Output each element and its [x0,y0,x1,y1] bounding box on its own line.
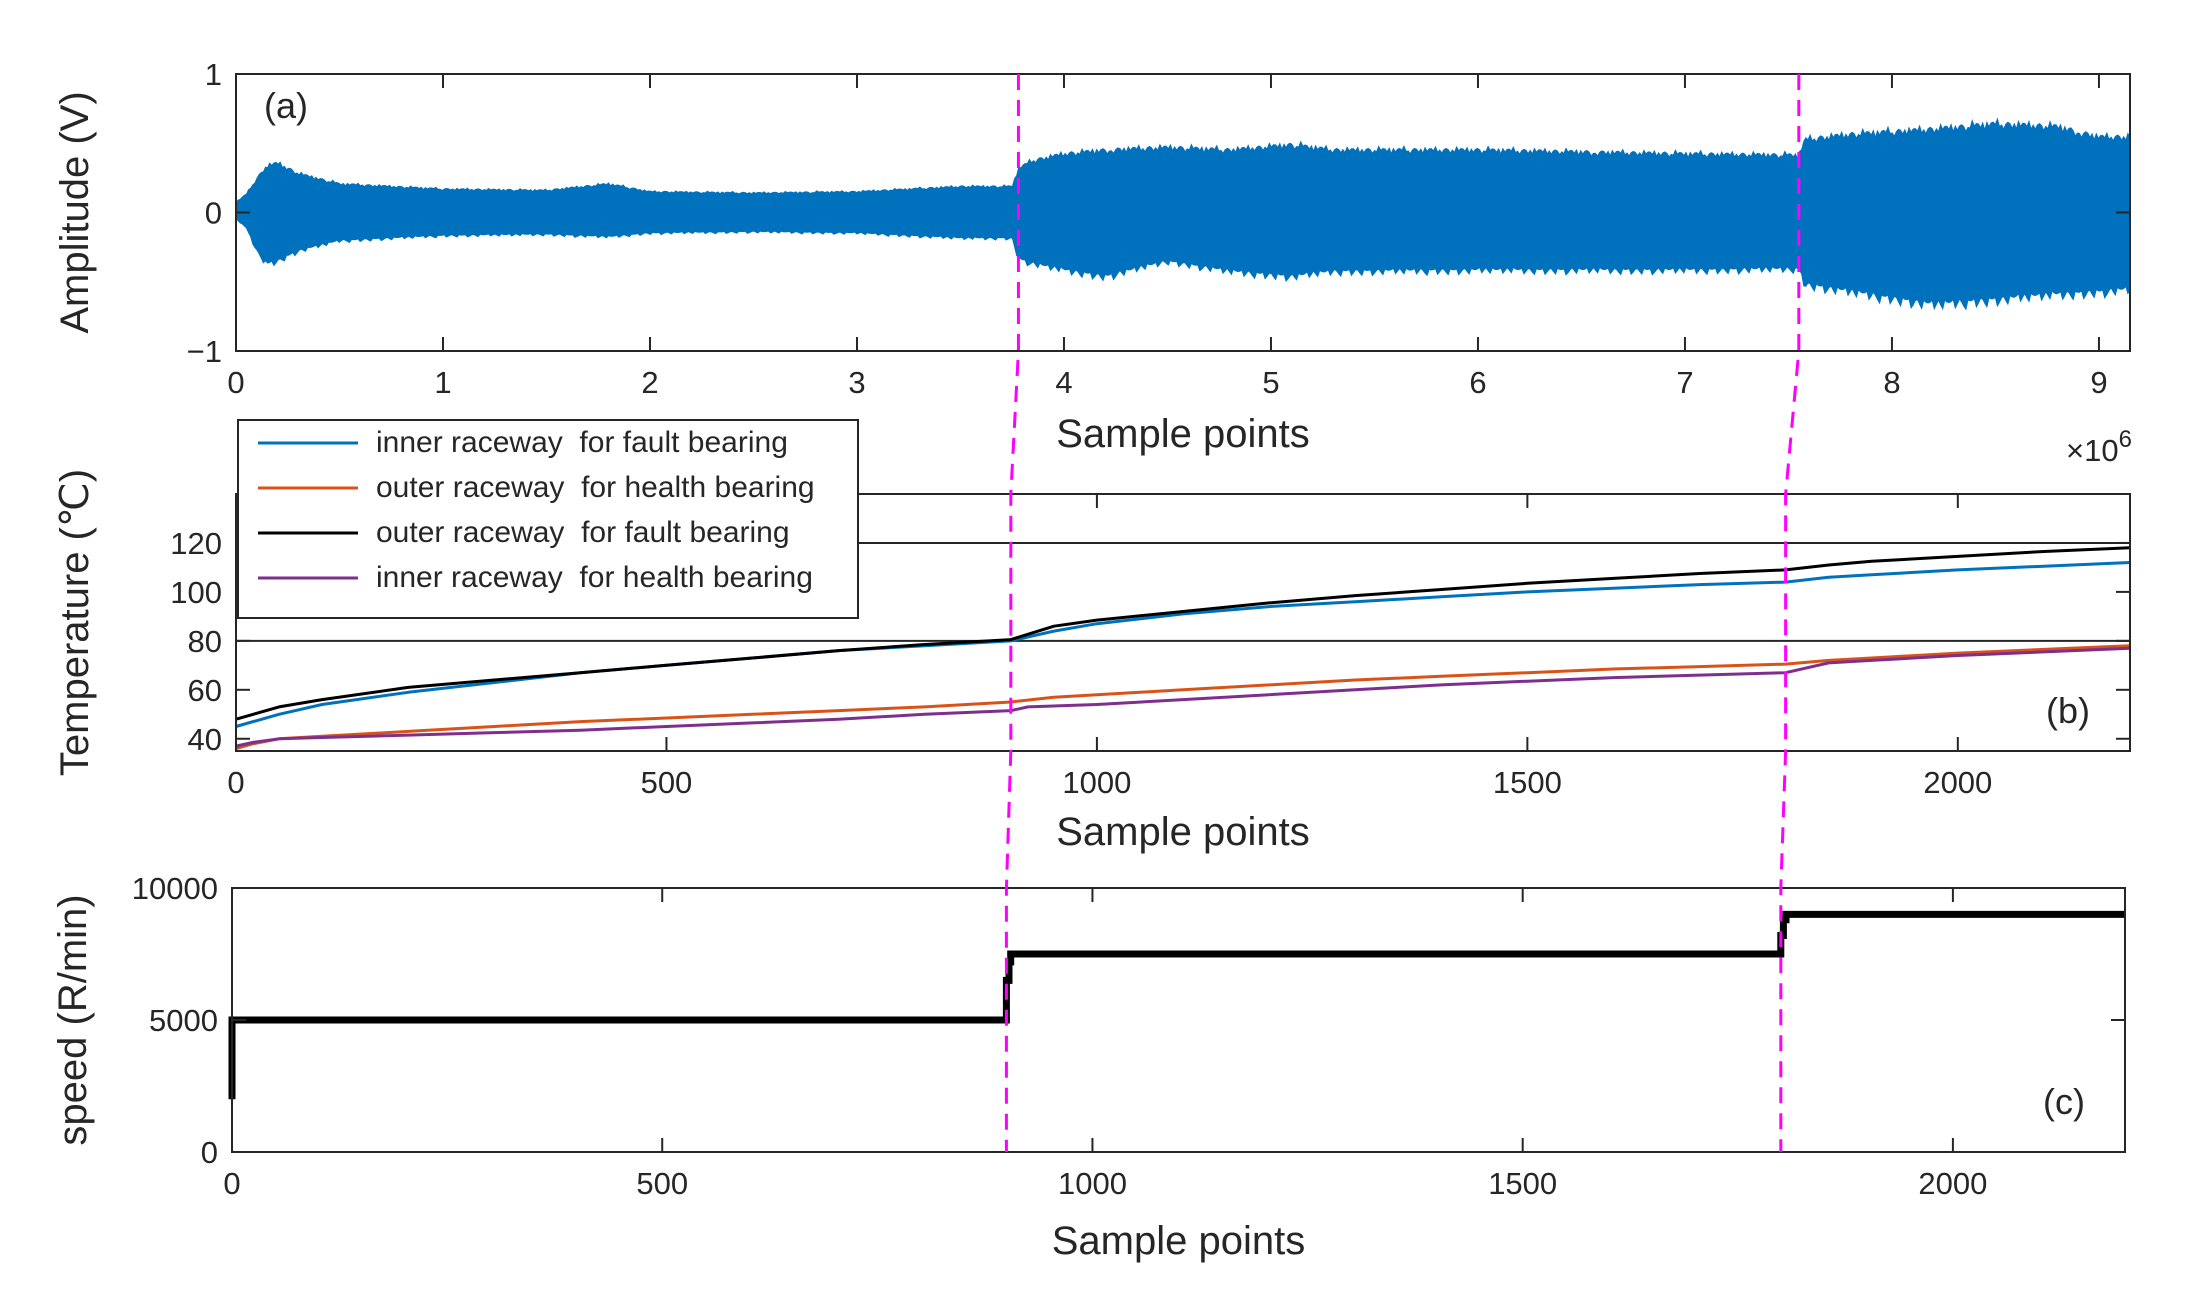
panel-b-y-axis-label: Temperature (℃) [53,469,97,776]
a-ytick-label: 1 [205,57,222,92]
a-xtick-label: 6 [1469,365,1486,400]
panel-a-y-axis-label: Amplitude (V) [53,91,97,333]
b-xtick-label: 500 [641,765,693,800]
speed-series [228,910,2125,1100]
panel-a-x-exponent-power: 6 [2119,426,2132,453]
a-xtick-label: 5 [1262,365,1279,400]
b-ytick-label: 60 [188,673,222,708]
panel-c-x-axis-label: Sample points [1052,1219,1305,1263]
a-xtick-label: 0 [227,365,244,400]
c-ytick-label: 0 [201,1135,218,1170]
c-xtick-label: 0 [223,1166,240,1201]
a-xtick-label: 2 [641,365,658,400]
c-xtick-label: 1500 [1488,1166,1557,1201]
legend-box [237,419,859,619]
c-ytick-label: 10000 [132,871,218,906]
b-xtick-label: 0 [227,765,244,800]
c-xtick-label: 500 [636,1166,688,1201]
stage-marker-1 [1004,74,1020,1152]
a-ytick-label: 0 [205,196,222,231]
panel-a-vibration: 0 1 2 3 4 5 6 7 8 9−101 (a) Sample points Amplitu… [53,57,2132,468]
legend-entry: outer raceway for fault bearing [376,516,790,549]
b-ytick-label: 40 [188,722,222,757]
panel-c-y-axis-label: speed (R/min) [51,894,95,1145]
temperature-series-3 [235,546,2131,721]
legend-entry: inner raceway for fault bearing [376,426,788,459]
a-xtick-label: 8 [1883,365,1900,400]
panel-b-tag: (b) [2046,690,2090,731]
b-ytick-label: 120 [170,526,222,561]
c-ytick-label: 5000 [149,1003,218,1038]
panel-b-frame [235,493,2131,752]
panel-c-plot-area [228,910,2125,1100]
panel-b-ticks: 0 500 1000 1500 2000 40 60 80 100 120 [170,494,2130,800]
legend-entry: outer raceway for health bearing [376,471,815,504]
a-xtick-label: 7 [1676,365,1693,400]
b-xtick-label: 1500 [1493,765,1562,800]
panel-a-x-axis-label: Sample points [1056,412,1309,456]
b-ytick-label: 100 [170,575,222,610]
panel-b-temperature: 0 500 1000 1500 2000 40 60 80 100 120 (b) Sample … [53,419,2131,854]
b-ytick-label: 80 [188,624,222,659]
panel-b-x-axis-label: Sample points [1056,810,1309,854]
b-xtick-label: 1000 [1062,765,1131,800]
c-xtick-label: 2000 [1918,1166,1987,1201]
legend-entry: inner raceway for health bearing [376,561,813,594]
panel-a-x-exponent-base: ×10 [2066,433,2119,468]
panel-c-speed: 0 500 1000 1500 2000 0 5000 10000 (c) Sample po… [51,871,2126,1263]
a-ytick-label: −1 [187,334,222,369]
temperature-series-2 [235,644,2131,751]
a-xtick-label: 9 [2090,365,2107,400]
panel-a-x-exponent: ×106 [2066,426,2132,468]
temperature-series-4 [235,646,2131,748]
a-xtick-label: 3 [848,365,865,400]
a-xtick-label: 1 [434,365,451,400]
c-xtick-label: 1000 [1058,1166,1127,1201]
temperature-series-1 [235,561,2131,728]
stage-change-markers [1004,74,1801,1152]
a-xtick-label: 4 [1055,365,1072,400]
panel-a-ticks: 0 1 2 3 4 5 6 7 8 9−101 [187,57,2130,400]
panel-a-tag: (a) [264,85,308,126]
panel-b-legend: inner raceway for fault bearing outer rac… [237,419,859,619]
stage-marker-2 [1779,74,1801,1152]
b-xtick-label: 2000 [1923,765,1992,800]
panel-c-tag: (c) [2043,1081,2085,1122]
panel-c-ticks: 0 500 1000 1500 2000 0 5000 10000 [132,871,2125,1201]
